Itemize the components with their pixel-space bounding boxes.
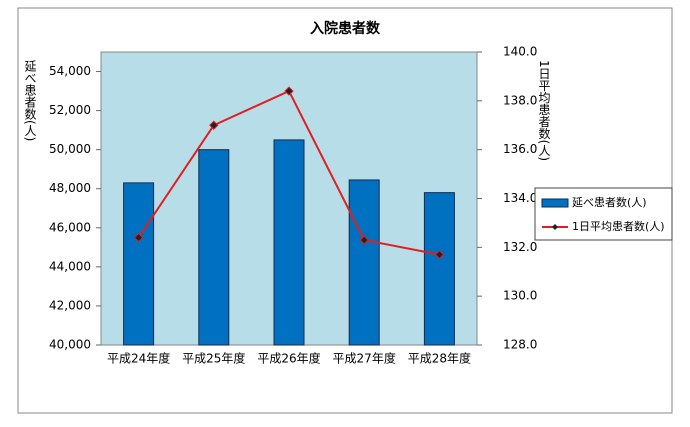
y2-tick-label: 140.0 — [503, 45, 537, 59]
x-tick-label: 平成26年度 — [257, 351, 320, 366]
bar — [123, 182, 155, 346]
y-tick-label: 54,000 — [49, 64, 91, 78]
y-tick-label: 48,000 — [49, 181, 91, 195]
y-tick-label: 50,000 — [49, 142, 91, 156]
y-tick-label: 40,000 — [49, 338, 91, 352]
y2-tick-label: 138.0 — [503, 93, 537, 107]
y-tick-label: 52,000 — [49, 103, 91, 117]
y2-tick-label: 130.0 — [503, 289, 537, 303]
y2-axis-label: 1日平均患者数(人) — [537, 60, 551, 161]
y2-tick-label: 132.0 — [503, 240, 537, 254]
bar — [423, 192, 455, 346]
y2-tick-label: 128.0 — [503, 338, 537, 352]
x-tick-label: 平成27年度 — [333, 351, 396, 366]
bar — [273, 139, 305, 346]
legend-label: 延べ患者数(人) — [572, 196, 647, 209]
legend-label: 1日平均患者数(人) — [572, 220, 665, 233]
x-tick-label: 平成28年度 — [408, 351, 471, 366]
line-marker — [434, 249, 445, 260]
legend-marker — [552, 224, 558, 230]
x-tick-label: 平成24年度 — [107, 351, 170, 366]
legend-box — [534, 187, 673, 241]
y2-tick-label: 136.0 — [503, 142, 537, 156]
y-tick-label: 44,000 — [49, 259, 91, 273]
bar — [198, 149, 230, 346]
line-marker — [359, 235, 369, 245]
y-tick-label: 46,000 — [49, 220, 91, 234]
y2-tick-label: 134.0 — [503, 191, 537, 205]
y-tick-label: 42,000 — [49, 298, 91, 312]
chart-title: 入院患者数 — [310, 20, 381, 37]
y-axis-label: 延べ患者数(人) — [23, 60, 37, 142]
line-marker — [133, 232, 144, 243]
x-tick-label: 平成25年度 — [182, 351, 245, 366]
legend-swatch — [541, 198, 569, 208]
line-marker — [284, 86, 294, 96]
bar — [348, 179, 380, 346]
line-marker — [209, 120, 219, 130]
